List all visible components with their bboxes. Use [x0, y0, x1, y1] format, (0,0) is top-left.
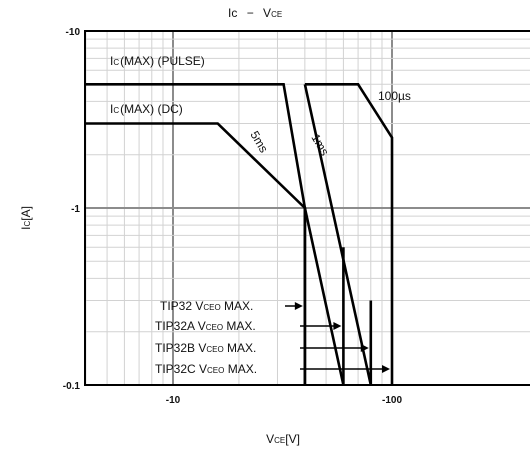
- vceo-label: TIP32C VCEO MAX.: [155, 362, 257, 376]
- ylabel-unit: [A]: [19, 206, 33, 221]
- vceo-part: TIP32A V: [155, 319, 206, 333]
- ylabel-sub: C: [23, 221, 32, 227]
- vceo-arrow-head: [360, 344, 369, 352]
- vceo-max: MAX.: [223, 319, 256, 333]
- title-sub: CE: [271, 10, 282, 19]
- series-line-1ms: [303, 84, 373, 386]
- x-tick-label: -10: [166, 395, 181, 406]
- series-line-5ms: [85, 83, 345, 386]
- vceo-arrow-head: [333, 322, 342, 330]
- series-group: [85, 83, 394, 386]
- title-dash: −: [247, 6, 254, 20]
- plot-frame: [84, 30, 530, 386]
- vceo-max: MAX.: [221, 299, 254, 313]
- x-axis-label: VCE[V]: [266, 432, 300, 446]
- vceo-sub: CEO: [206, 323, 223, 332]
- ic-pulse-label: IC(MAX) (PULSE): [110, 54, 205, 68]
- title-v: V: [263, 6, 271, 20]
- x-tick-label: -100: [382, 395, 402, 406]
- y-tick-label: -10: [66, 27, 81, 38]
- vceo-arrow-head: [294, 302, 303, 310]
- ylabel-i: I: [19, 227, 33, 230]
- chart-title: Ic − VCE: [228, 6, 282, 20]
- vceo-arrow-head: [382, 365, 390, 373]
- ic-dc-label: IC(MAX) (DC): [110, 102, 183, 116]
- vceo-label: TIP32 VCEO MAX.: [160, 299, 253, 313]
- y-tick-label: -0.1: [63, 381, 81, 392]
- vceo-part: TIP32C V: [155, 362, 207, 376]
- xlabel-v: V: [266, 432, 274, 446]
- vceo-sub: CEO: [206, 345, 223, 354]
- vceo-sub: CEO: [203, 303, 220, 312]
- y-axis-label: IC[A]: [19, 206, 33, 230]
- y-tick-label: -1: [71, 204, 80, 215]
- label-1ms: 1ms: [308, 132, 331, 159]
- series-line-100-s: [304, 83, 394, 385]
- label-100us: 100µs: [378, 89, 411, 103]
- vceo-labels: TIP32 VCEO MAX.TIP32A VCEO MAX.TIP32B VC…: [155, 299, 390, 376]
- label-5ms: 5ms: [247, 129, 270, 156]
- vceo-max: MAX.: [224, 362, 257, 376]
- vceo-part: TIP32B V: [155, 341, 206, 355]
- vceo-label: TIP32B VCEO MAX.: [155, 341, 256, 355]
- vceo-label: TIP32A VCEO MAX.: [155, 319, 256, 333]
- tick-labels: -10 -100 -10 -1 -0.1: [63, 27, 403, 406]
- vceo-part: TIP32 V: [160, 299, 203, 313]
- vceo-sub: CEO: [207, 366, 224, 375]
- vceo-max: MAX.: [224, 341, 257, 355]
- xlabel-unit: [V]: [285, 432, 300, 446]
- title-main: Ic: [228, 6, 237, 20]
- xlabel-sub: CE: [274, 436, 285, 445]
